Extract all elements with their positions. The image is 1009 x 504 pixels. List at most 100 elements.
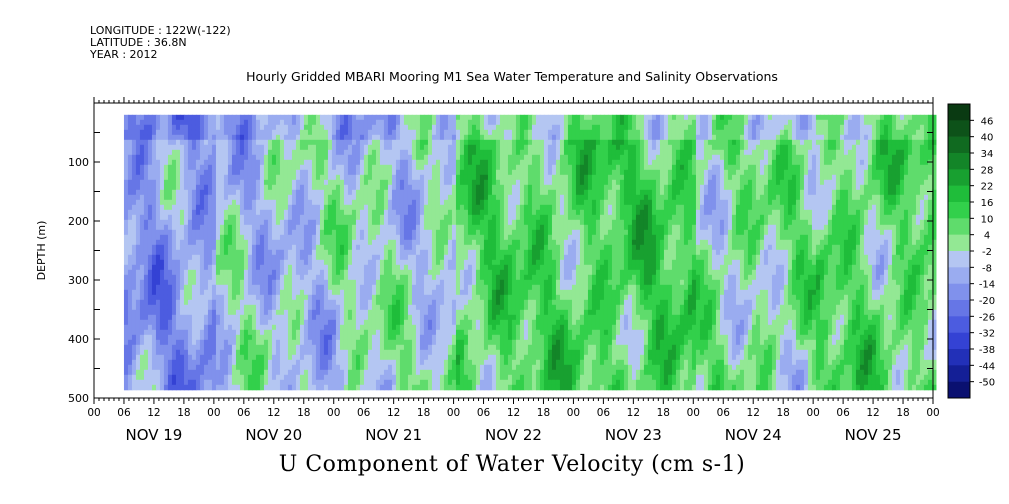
field-cell <box>363 334 369 341</box>
field-cell <box>243 184 249 191</box>
field-cell <box>147 289 153 296</box>
field-cell <box>435 184 441 191</box>
field-cell <box>327 334 333 341</box>
field-cell <box>239 259 245 266</box>
field-cell <box>259 179 265 186</box>
field-cell <box>323 199 329 206</box>
field-cell <box>327 249 333 256</box>
field-cell <box>163 194 169 201</box>
field-cell <box>143 274 149 281</box>
field-cell <box>383 304 389 311</box>
field-cell <box>467 339 473 346</box>
field-cell <box>215 359 221 366</box>
field-cell <box>343 369 349 376</box>
field-cell <box>251 279 257 286</box>
field-cell <box>427 149 433 156</box>
field-cell <box>339 244 345 251</box>
field-cell <box>479 224 485 231</box>
field-cell <box>131 154 137 161</box>
field-cell <box>199 329 205 336</box>
field-cell <box>131 134 137 141</box>
field-cell <box>203 249 209 256</box>
field-cell <box>187 164 193 171</box>
field-cell <box>455 194 461 201</box>
field-cell <box>471 319 477 326</box>
field-cell <box>135 259 141 266</box>
field-cell <box>427 284 433 291</box>
field-cell <box>187 254 193 261</box>
field-cell <box>427 129 433 136</box>
field-cell <box>359 149 365 156</box>
field-cell <box>363 214 369 221</box>
field-cell <box>163 284 169 291</box>
field-cell <box>435 224 441 231</box>
field-cell <box>319 159 325 166</box>
field-cell <box>171 324 177 331</box>
field-cell <box>343 344 349 351</box>
field-cell <box>411 254 417 261</box>
field-cell <box>251 239 257 246</box>
field-cell <box>315 139 321 146</box>
field-cell <box>451 354 457 361</box>
field-cell <box>435 299 441 306</box>
field-cell <box>199 369 205 376</box>
field-cell <box>479 259 485 266</box>
field-cell <box>267 319 273 326</box>
field-cell <box>339 309 345 316</box>
field-cell <box>211 154 217 161</box>
field-cell <box>435 384 441 391</box>
field-cell <box>455 239 461 246</box>
field-cell <box>331 164 337 171</box>
field-cell <box>319 354 325 361</box>
field-cell <box>203 289 209 296</box>
field-cell <box>167 259 173 266</box>
field-cell <box>223 194 229 201</box>
field-cell <box>127 239 133 246</box>
field-cell <box>139 114 145 121</box>
field-cell <box>411 349 417 356</box>
field-cell <box>191 384 197 391</box>
field-cell <box>147 364 153 371</box>
field-cell <box>387 319 393 326</box>
field-cell <box>151 129 157 136</box>
field-cell <box>427 179 433 186</box>
field-cell <box>307 319 313 326</box>
field-cell <box>159 319 165 326</box>
field-cell <box>459 184 465 191</box>
field-cell <box>195 239 201 246</box>
field-cell <box>187 359 193 366</box>
field-cell <box>303 199 309 206</box>
field-cell <box>339 189 345 196</box>
field-cell <box>251 324 257 331</box>
field-cell <box>399 194 405 201</box>
field-cell <box>219 299 225 306</box>
field-cell <box>459 369 465 376</box>
field-cell <box>475 314 481 321</box>
field-cell <box>443 184 449 191</box>
field-cell <box>283 289 289 296</box>
field-cell <box>191 374 197 381</box>
field-cell <box>219 254 225 261</box>
field-cell <box>339 234 345 241</box>
field-cell <box>395 194 401 201</box>
field-cell <box>267 224 273 231</box>
field-cell <box>399 284 405 291</box>
field-cell <box>431 249 437 256</box>
field-cell <box>439 224 445 231</box>
field-cell <box>127 114 133 121</box>
field-cell <box>455 354 461 361</box>
field-cell <box>159 159 165 166</box>
field-cell <box>479 354 485 361</box>
field-cell <box>439 284 445 291</box>
field-cell <box>151 384 157 391</box>
field-cell <box>131 364 137 371</box>
field-cell <box>339 159 345 166</box>
field-cell <box>311 359 317 366</box>
field-cell <box>459 349 465 356</box>
field-cell <box>407 294 413 301</box>
field-cell <box>167 349 173 356</box>
field-cell <box>431 224 437 231</box>
field-cell <box>235 344 241 351</box>
field-cell <box>143 379 149 386</box>
field-cell <box>155 309 161 316</box>
